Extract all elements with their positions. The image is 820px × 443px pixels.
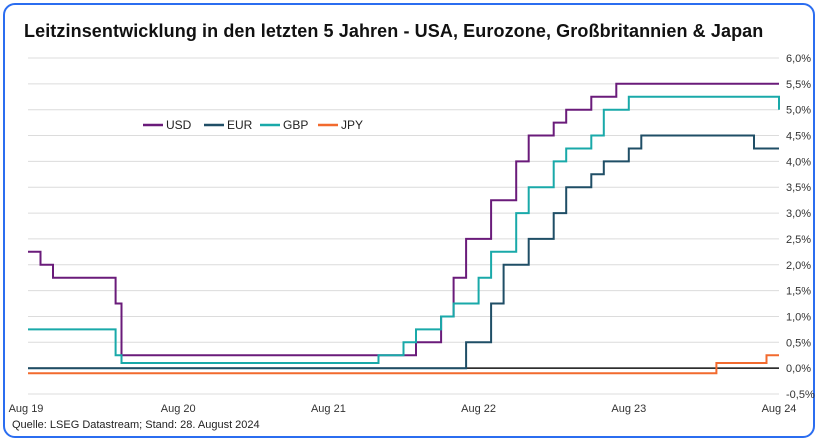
y-tick-label: -0,5% xyxy=(786,389,815,401)
series-line-usd xyxy=(28,82,779,357)
y-axis-ticks: 6,0% 5,5% 5,0% 4,5% 4,0% 3,5% 3,0% 2,5% 2,0% 1,5%… xyxy=(786,53,815,401)
x-tick-label: Aug 20 xyxy=(161,403,196,415)
series-lines xyxy=(28,82,780,375)
chart-title: Leitzinsentwicklung in den letzten 5 Jah… xyxy=(24,21,764,41)
legend-label-eur: EUR xyxy=(227,118,253,132)
y-tick-label: 4,0% xyxy=(786,156,811,168)
y-tick-label: 3,5% xyxy=(786,182,811,194)
y-tick-label: 6,0% xyxy=(786,53,811,65)
y-tick-label: 0,0% xyxy=(786,363,811,375)
y-tick-label: 2,0% xyxy=(786,260,811,272)
legend-label-gbp: GBP xyxy=(283,118,308,132)
legend: USD EUR GBP JPY xyxy=(143,118,363,132)
series-line-eur xyxy=(28,134,779,370)
y-tick-label: 0,5% xyxy=(786,337,811,349)
y-tick-label: 5,5% xyxy=(786,79,811,91)
legend-label-jpy: JPY xyxy=(341,118,363,132)
series-line-jpy xyxy=(28,354,779,375)
legend-label-usd: USD xyxy=(166,118,192,132)
x-tick-label: Aug 22 xyxy=(461,403,496,415)
y-tick-label: 3,0% xyxy=(786,208,811,220)
source-note: Quelle: LSEG Datastream; Stand: 28. Augu… xyxy=(12,419,260,431)
y-tick-label: 4,5% xyxy=(786,131,811,143)
x-tick-label: Aug 23 xyxy=(611,403,646,415)
x-tick-label: Aug 19 xyxy=(9,403,44,415)
x-tick-label: Aug 24 xyxy=(762,403,797,415)
series-line-gbp xyxy=(28,95,780,364)
x-tick-label: Aug 21 xyxy=(311,403,346,415)
y-tick-label: 5,0% xyxy=(786,105,811,117)
chart-frame xyxy=(3,3,815,438)
y-tick-label: 2,5% xyxy=(786,234,811,246)
x-axis-ticks: Aug 19 Aug 20 Aug 21 Aug 22 Aug 23 Aug 24 xyxy=(9,403,797,415)
y-tick-label: 1,0% xyxy=(786,311,811,323)
y-tick-label: 1,5% xyxy=(786,286,811,298)
